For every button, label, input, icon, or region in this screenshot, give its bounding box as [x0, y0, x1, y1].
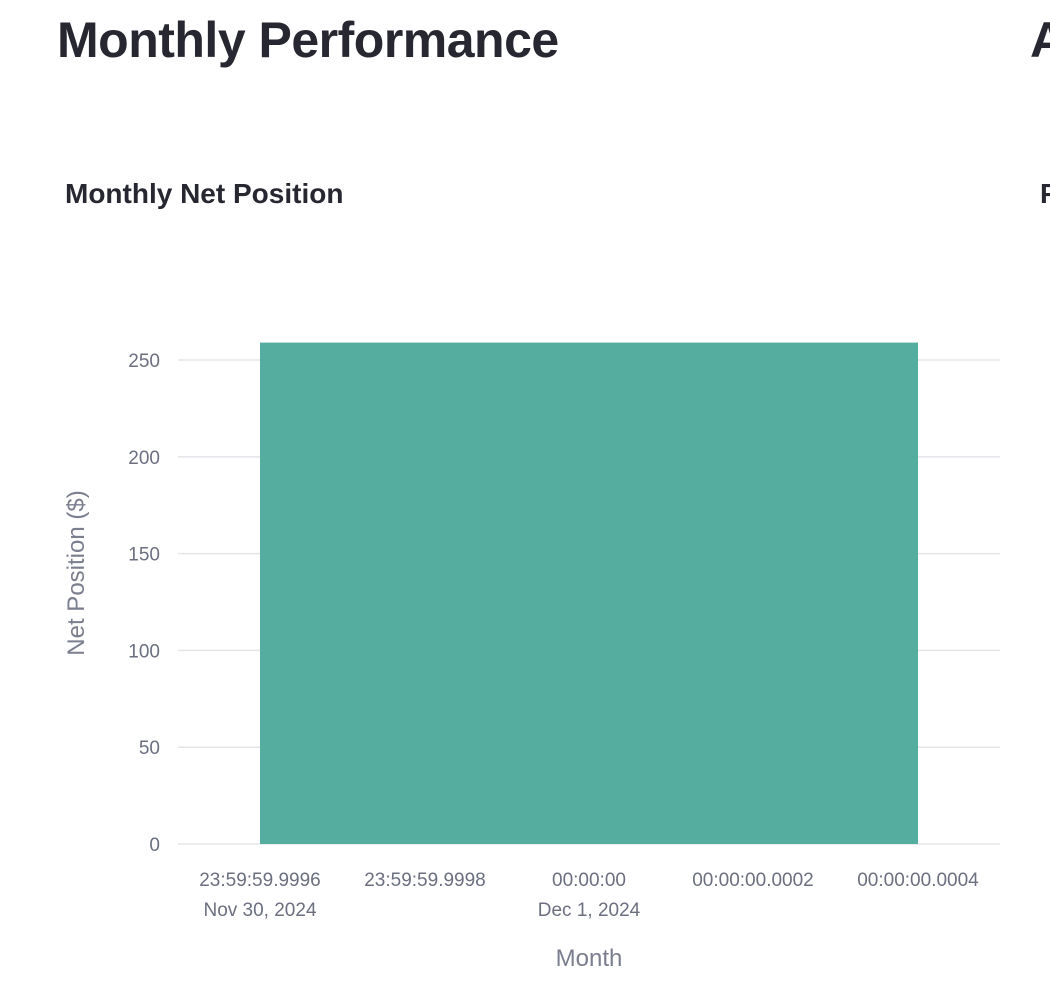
x-tick-time-label: 00:00:00.0004 — [857, 870, 979, 891]
next-chart-title-fragment: P — [1040, 178, 1050, 209]
x-tick-date-label: Dec 1, 2024 — [538, 900, 641, 921]
chart-title: Monthly Net Position — [65, 178, 344, 209]
x-axis-title: Month — [556, 945, 623, 972]
bar-0[interactable] — [260, 342, 918, 844]
y-tick-label: 250 — [128, 351, 160, 372]
x-tick-labels: 23:59:59.9996 Nov 30, 2024 23:59:59.9998 00… — [199, 870, 979, 921]
y-tick-label: 100 — [128, 641, 160, 662]
bars — [260, 342, 918, 844]
y-tick-labels: 0 50 100 150 200 250 — [128, 351, 160, 856]
x-tick-date-label: Nov 30, 2024 — [203, 900, 316, 921]
x-tick-time-label: 23:59:59.9998 — [364, 870, 486, 891]
y-tick-label: 200 — [128, 448, 160, 469]
y-tick-label: 50 — [139, 738, 160, 759]
x-tick-time-label: 23:59:59.9996 — [199, 870, 321, 891]
x-tick-time-label: 00:00:00 — [552, 870, 626, 891]
y-tick-label: 0 — [149, 835, 160, 856]
y-tick-label: 150 — [128, 545, 160, 566]
x-tick-time-label: 00:00:00.0002 — [692, 870, 814, 891]
page-title: Monthly Performance — [57, 12, 559, 68]
next-section-title-fragment: A — [1030, 12, 1050, 68]
y-axis-title: Net Position ($) — [63, 490, 90, 655]
